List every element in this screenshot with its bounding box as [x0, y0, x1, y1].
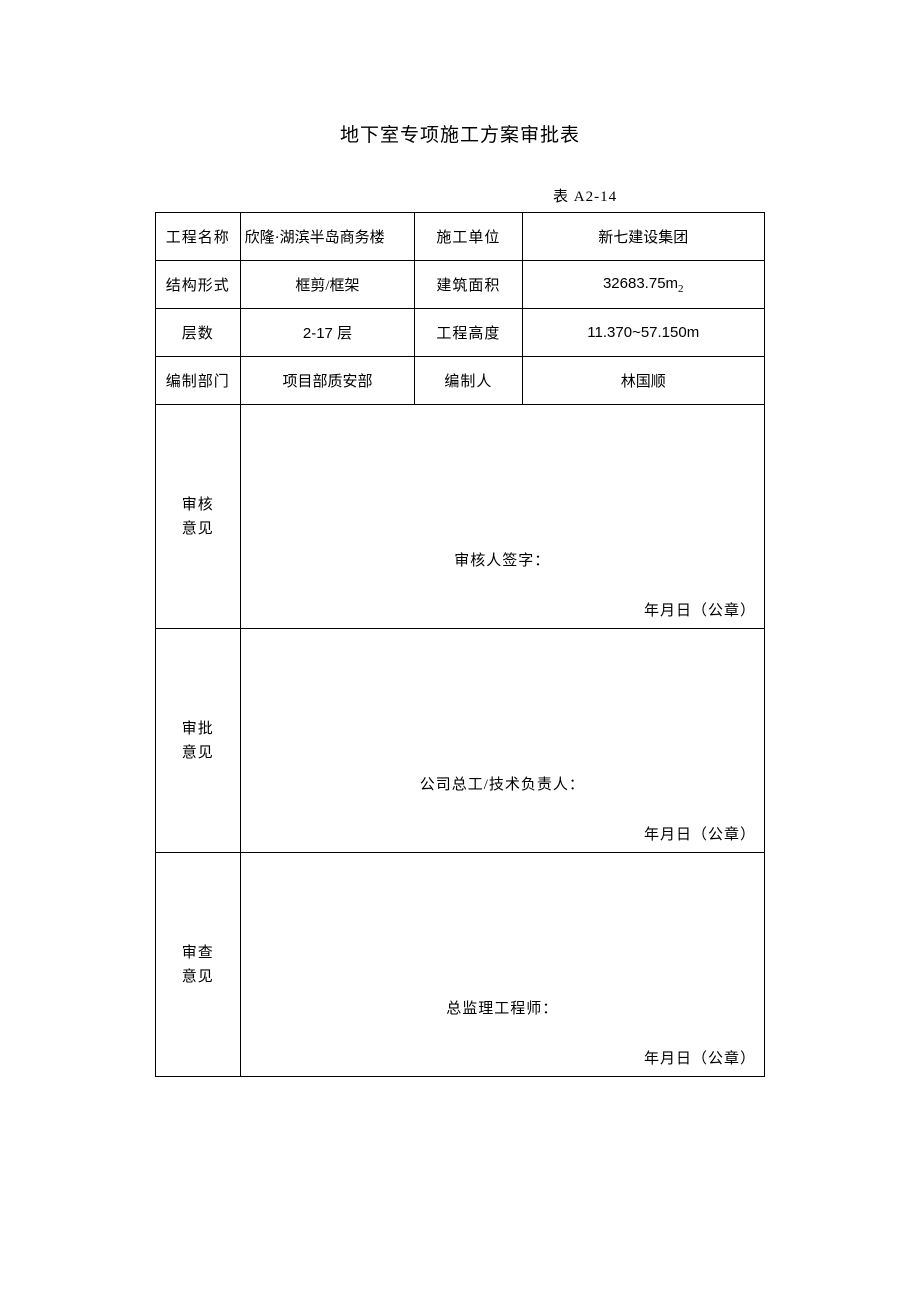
table-row: 层数 2-17 层 工程高度 11.370~57.150m [156, 309, 765, 357]
review-opinion-cell: 审核人签字： 年月日（公章） [240, 405, 764, 629]
label-line: 审查 [182, 945, 214, 961]
table-row: 结构形式 框剪/框架 建筑面积 32683.75m2 [156, 261, 765, 309]
label-construction-unit: 施工单位 [415, 213, 522, 261]
table-number-label: 表 A2-14 [155, 185, 765, 206]
area-unit-sup: 2 [678, 283, 684, 295]
value-compiler: 林国顺 [522, 357, 765, 405]
label-floors: 层数 [156, 309, 241, 357]
date-seal-label: 年月日（公章） [644, 599, 756, 620]
date-seal-label: 年月日（公章） [644, 823, 756, 844]
value-project-height: 11.370~57.150m [522, 309, 765, 357]
height-text: 11.370~57.150m [587, 324, 699, 341]
label-review-opinion: 审核 意见 [156, 405, 241, 629]
table-row: 工程名称 欣隆·湖滨半岛商务楼 施工单位 新七建设集团 [156, 213, 765, 261]
chief-supervisor-label: 总监理工程师： [241, 997, 764, 1018]
table-row: 编制部门 项目部质安部 编制人 林国顺 [156, 357, 765, 405]
reviewer-signature-label: 审核人签字： [241, 549, 764, 570]
value-construction-unit: 新七建设集团 [522, 213, 765, 261]
floors-text: 2-17 层 [303, 325, 352, 342]
label-project-height: 工程高度 [415, 309, 522, 357]
table-row: 审查 意见 总监理工程师： 年月日（公章） [156, 853, 765, 1077]
page-title: 地下室专项施工方案审批表 [155, 120, 765, 147]
label-building-area: 建筑面积 [415, 261, 522, 309]
label-line: 审核 [182, 497, 214, 513]
table-row: 审核 意见 审核人签字： 年月日（公章） [156, 405, 765, 629]
label-structure-type: 结构形式 [156, 261, 241, 309]
label-compiler: 编制人 [415, 357, 522, 405]
inspection-opinion-cell: 总监理工程师： 年月日（公章） [240, 853, 764, 1077]
label-line: 意见 [182, 521, 214, 537]
table-row: 审批 意见 公司总工/技术负责人： 年月日（公章） [156, 629, 765, 853]
area-number: 32683.75m [603, 275, 678, 292]
value-structure-type: 框剪/框架 [240, 261, 415, 309]
value-project-name: 欣隆·湖滨半岛商务楼 [240, 213, 415, 261]
label-inspection-opinion: 审查 意见 [156, 853, 241, 1077]
date-seal-label: 年月日（公章） [644, 1047, 756, 1068]
opinion-content: 总监理工程师： 年月日（公章） [241, 853, 764, 1076]
value-compile-dept: 项目部质安部 [240, 357, 415, 405]
chief-engineer-label: 公司总工/技术负责人： [241, 773, 764, 794]
label-project-name: 工程名称 [156, 213, 241, 261]
approval-table: 工程名称 欣隆·湖滨半岛商务楼 施工单位 新七建设集团 结构形式 框剪/框架 建… [155, 212, 765, 1077]
label-line: 意见 [182, 969, 214, 985]
label-line: 审批 [182, 721, 214, 737]
opinion-content: 公司总工/技术负责人： 年月日（公章） [241, 629, 764, 852]
label-approval-opinion: 审批 意见 [156, 629, 241, 853]
label-compile-dept: 编制部门 [156, 357, 241, 405]
label-line: 意见 [182, 745, 214, 761]
value-building-area: 32683.75m2 [522, 261, 765, 309]
opinion-content: 审核人签字： 年月日（公章） [241, 405, 764, 628]
approval-opinion-cell: 公司总工/技术负责人： 年月日（公章） [240, 629, 764, 853]
value-floors: 2-17 层 [240, 309, 415, 357]
